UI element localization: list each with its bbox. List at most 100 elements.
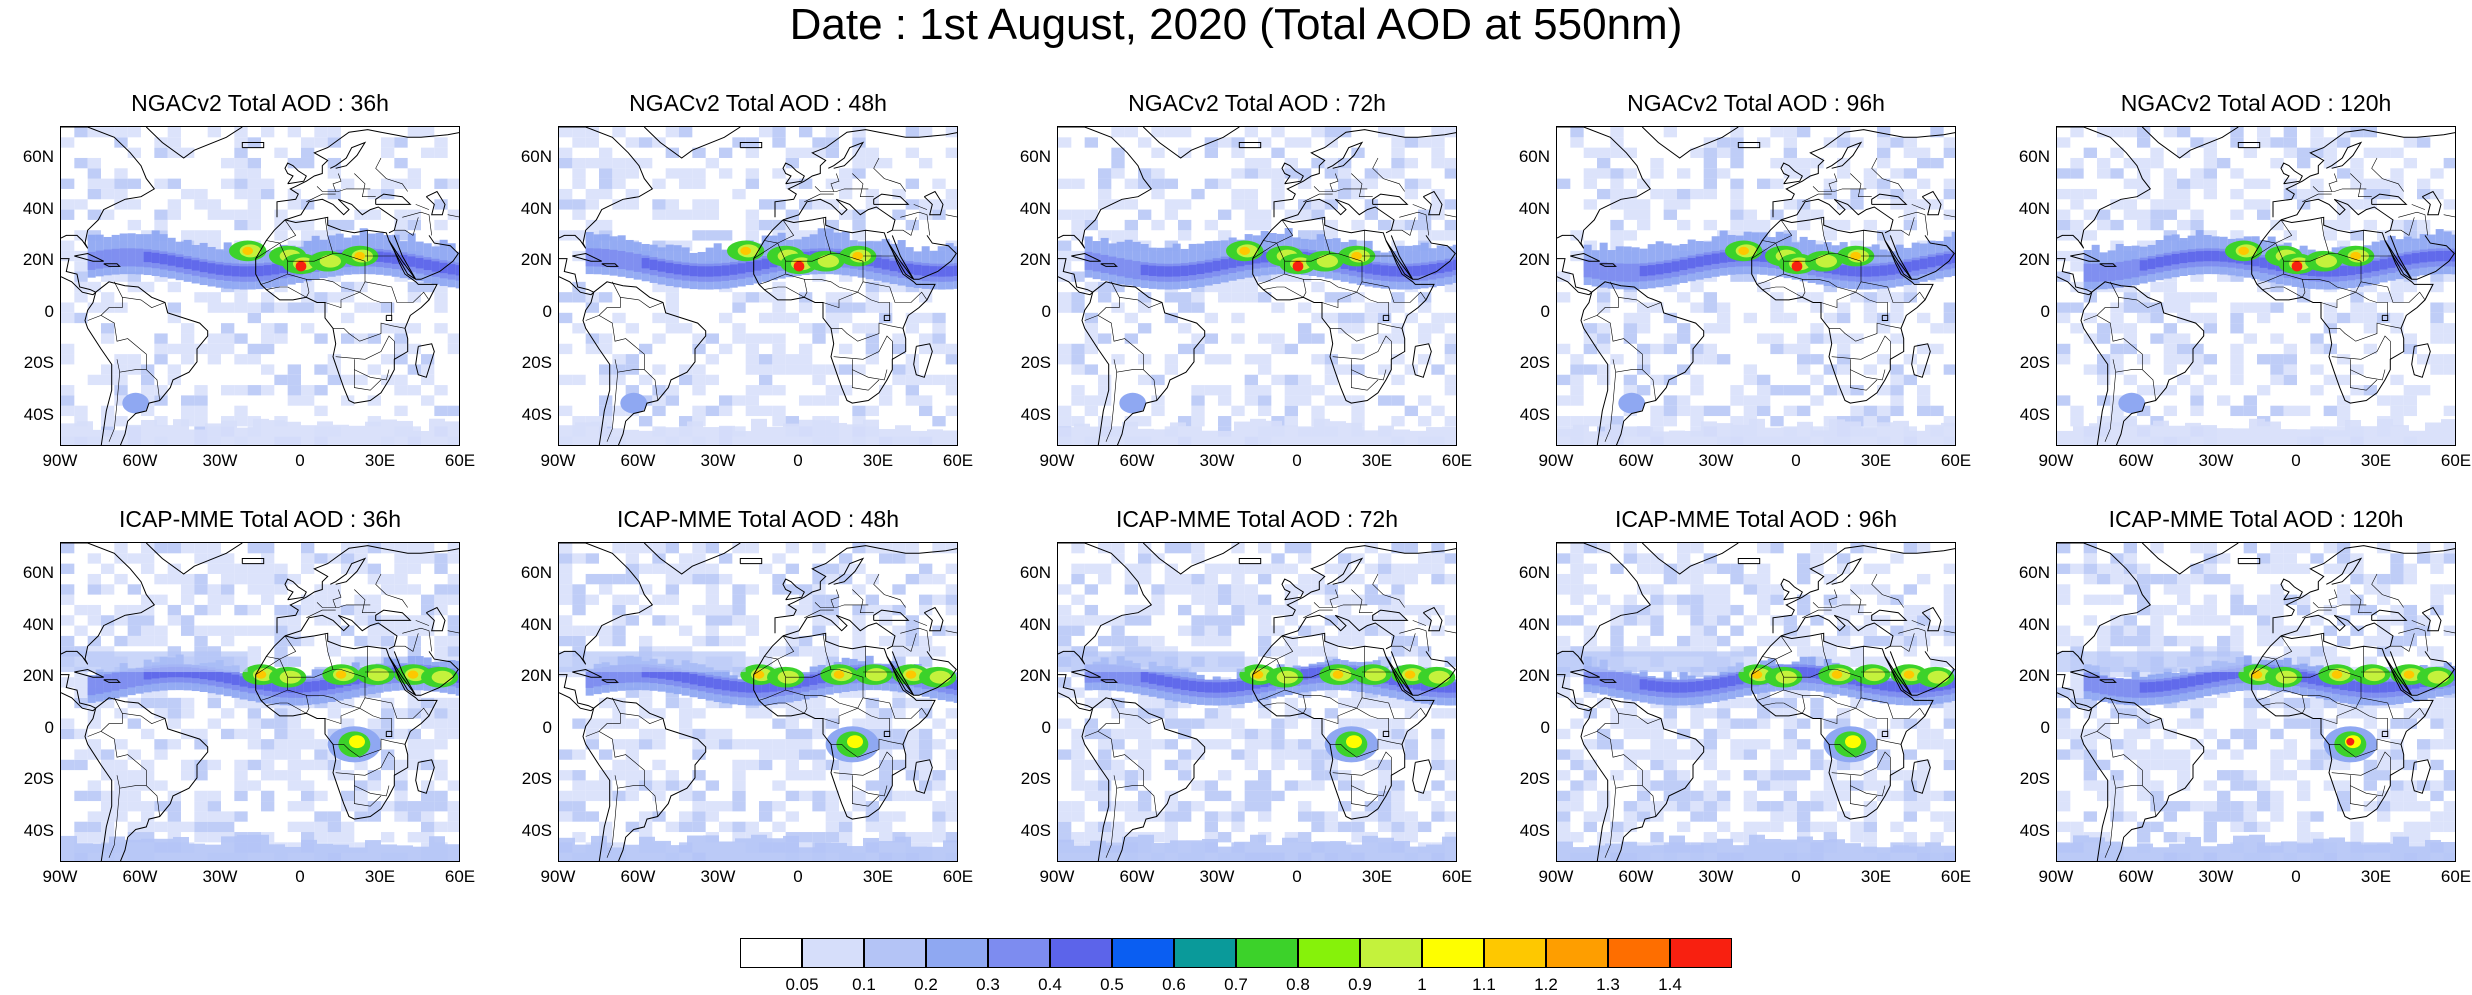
lon-tick-label: 30E <box>2360 867 2392 886</box>
lat-tick-label: 60N <box>1518 146 1550 166</box>
lat-tick-label: 20N <box>1019 666 1051 686</box>
lat-tick-label: 0 <box>44 717 54 737</box>
panel-title: ICAP-MME Total AOD : 72h <box>1115 506 1399 532</box>
lon-tick-label: 30W <box>700 867 736 886</box>
lat-tick-label: 40S <box>521 405 552 425</box>
map-panel: NGACv2 Total AOD : 96h 60N 40N 20N 0 20S 40S 90… <box>1519 90 1971 470</box>
lon-tick-label: 90W <box>1538 451 1574 470</box>
coastlines <box>559 543 957 861</box>
panel-title: NGACv2 Total AOD : 48h <box>629 90 887 116</box>
panel-title: ICAP-MME Total AOD : 96h <box>1614 506 1898 532</box>
lat-tick-label: 20S <box>2019 769 2050 789</box>
aod-field <box>1058 543 1456 861</box>
lat-tick-label: 20N <box>22 250 54 270</box>
map-panel: ICAP-MME Total AOD : 36h 60N 40N 20N 0 20S 40S… <box>23 506 475 886</box>
map-panel: NGACv2 Total AOD : 48h 60N 40N 20N 0 20S 40S 90… <box>521 90 973 470</box>
lon-tick-label: 60E <box>1940 867 1972 886</box>
map-panel: NGACv2 Total AOD : 120h 60N 40N 20N 0 20S 40S 9… <box>2019 90 2471 470</box>
lat-tick-label: 60N <box>1019 146 1051 166</box>
panel-title: NGACv2 Total AOD : 96h <box>1627 90 1885 116</box>
lon-tick-label: 30E <box>1361 451 1393 470</box>
colorbar-label: 0.2 <box>914 975 938 994</box>
lat-tick-label: 40S <box>2019 821 2050 841</box>
panel-title: NGACv2 Total AOD : 36h <box>131 90 389 116</box>
map-panel: ICAP-MME Total AOD : 96h 60N 40N 20N 0 20S 40S… <box>1519 506 1971 886</box>
map-panel: ICAP-MME Total AOD : 48h 60N 40N 20N 0 20S 40S… <box>521 506 973 886</box>
colorbar-label: 1 <box>1417 975 1427 994</box>
lon-tick-label: 30E <box>1361 867 1393 886</box>
colorbar-label: 1.1 <box>1472 975 1496 994</box>
lon-tick-label: 30E <box>1860 451 1892 470</box>
lat-tick-label: 20S <box>23 769 54 789</box>
smoke-plume <box>620 392 647 414</box>
lon-tick-label: 60E <box>1441 867 1473 886</box>
lat-tick-label: 20N <box>2018 666 2050 686</box>
lat-tick-label: 0 <box>1041 717 1051 737</box>
lon-tick-label: 90W <box>1039 867 1075 886</box>
lat-tick-label: 60N <box>22 146 54 166</box>
lat-tick-label: 0 <box>1540 717 1550 737</box>
lat-tick-label: 40N <box>2018 198 2050 218</box>
colorbar-swatch <box>802 938 864 968</box>
colorbar-swatch <box>1050 938 1112 968</box>
lat-tick-label: 60N <box>2018 562 2050 582</box>
lat-tick-label: 40S <box>23 405 54 425</box>
lon-tick-label: 30W <box>2198 451 2234 470</box>
lon-tick-label: 60W <box>2118 867 2154 886</box>
lon-tick-label: 30W <box>202 451 238 470</box>
lat-tick-label: 40S <box>1519 821 1550 841</box>
lon-tick-label: 0 <box>1791 867 1801 886</box>
colorbar-label: 0.1 <box>852 975 876 994</box>
aod-field <box>61 543 459 861</box>
lon-tick-label: 60W <box>1119 867 1155 886</box>
lat-tick-label: 20S <box>1020 353 1051 373</box>
lat-tick-label: 40S <box>1519 405 1550 425</box>
lat-tick-label: 40N <box>1019 198 1051 218</box>
colorbar-label: 0.05 <box>785 975 819 994</box>
lon-tick-label: 0 <box>793 867 803 886</box>
page-title: Date : 1st August, 2020 (Total AOD at 55… <box>789 0 1683 49</box>
lon-tick-label: 60E <box>444 867 476 886</box>
aod-map <box>1557 127 1955 445</box>
colorbar-label: 1.4 <box>1658 975 1682 994</box>
lon-tick-label: 60W <box>2118 451 2154 470</box>
smoke-plume <box>1618 392 1645 414</box>
aod-map <box>1058 127 1456 445</box>
aod-peak <box>2291 261 2303 272</box>
colorbar-swatch <box>864 938 926 968</box>
map-plot-area <box>558 126 958 446</box>
colorbar-label: 0.7 <box>1224 975 1248 994</box>
coastlines <box>1557 543 1955 861</box>
coastlines <box>559 127 957 445</box>
lon-tick-label: 0 <box>1292 867 1302 886</box>
lat-tick-label: 20N <box>2018 250 2050 270</box>
colorbar-swatch <box>1298 938 1360 968</box>
lat-tick-label: 20S <box>521 353 552 373</box>
colorbar-swatch <box>926 938 988 968</box>
lon-tick-label: 60W <box>1618 867 1654 886</box>
lon-tick-label: 30E <box>364 867 396 886</box>
aod-field <box>1058 127 1456 445</box>
lat-tick-label: 20S <box>1519 769 1550 789</box>
lon-tick-label: 60W <box>122 451 158 470</box>
lat-tick-label: 60N <box>1518 562 1550 582</box>
lat-tick-label: 20N <box>1518 250 1550 270</box>
map-plot-area <box>1057 542 1457 862</box>
lat-tick-label: 20N <box>520 250 552 270</box>
map-panel: NGACv2 Total AOD : 72h 60N 40N 20N 0 20S 40S 90… <box>1020 90 1472 470</box>
colorbar-label: 1.2 <box>1534 975 1558 994</box>
map-panel: ICAP-MME Total AOD : 120h 60N 40N 20N 0 20S 40… <box>2019 506 2471 886</box>
panel-title: NGACv2 Total AOD : 120h <box>2120 90 2392 116</box>
aod-map <box>61 543 459 861</box>
lon-tick-label: 60E <box>444 451 476 470</box>
lat-tick-label: 40S <box>1020 405 1051 425</box>
lat-tick-label: 40S <box>23 821 54 841</box>
map-plot-area <box>2056 126 2456 446</box>
map-panel: NGACv2 Total AOD : 36h 60N 40N 20N 0 20S 40S 90… <box>23 90 475 470</box>
aod-map <box>2057 127 2455 445</box>
lon-tick-label: 60W <box>122 867 158 886</box>
colorbar-label: 0.3 <box>976 975 1000 994</box>
lat-tick-label: 20S <box>1020 769 1051 789</box>
lat-tick-label: 60N <box>1019 562 1051 582</box>
aod-map <box>1557 543 1955 861</box>
